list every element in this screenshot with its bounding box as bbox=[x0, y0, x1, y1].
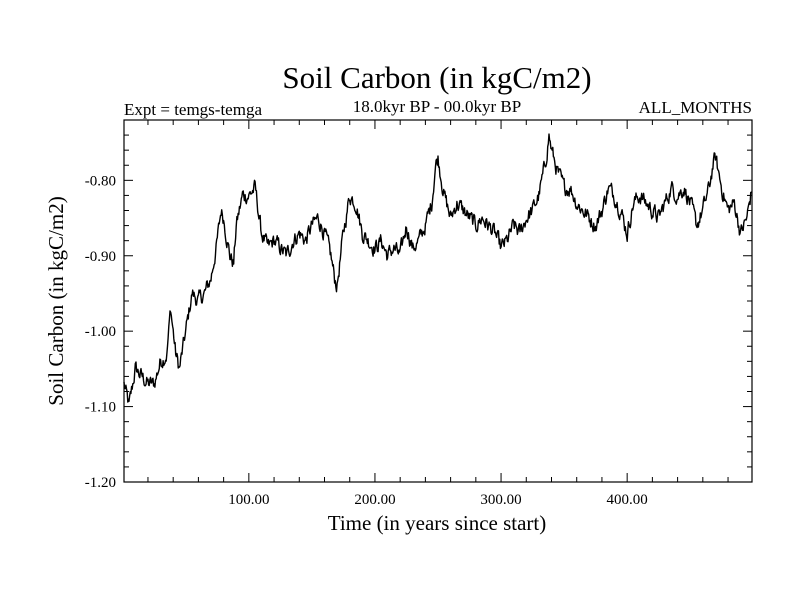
y-tick-label: -1.10 bbox=[85, 400, 116, 416]
x-tick-label: 300.00 bbox=[480, 492, 521, 508]
chart-subtitle: 18.0kyr BP - 00.0kyr BP bbox=[353, 97, 521, 116]
x-tick-label: 200.00 bbox=[354, 492, 395, 508]
axis-ticks bbox=[124, 119, 752, 483]
plot-frame bbox=[123, 119, 753, 483]
y-tick-label: -1.00 bbox=[85, 324, 116, 340]
y-tick-labels: -1.20 -1.10 -1.00 -0.90 -0.80 bbox=[85, 173, 116, 491]
y-tick-label: -0.90 bbox=[85, 249, 116, 265]
y-tick-label: -1.20 bbox=[85, 475, 116, 491]
x-tick-label: 400.00 bbox=[607, 492, 648, 508]
x-axis-label: Time (in years since start) bbox=[328, 511, 547, 535]
x-tick-label: 100.00 bbox=[228, 492, 269, 508]
experiment-label: Expt = temgs-temga bbox=[124, 100, 262, 119]
y-tick-label: -0.80 bbox=[85, 173, 116, 189]
x-tick-labels: 100.00 200.00 300.00 400.00 bbox=[228, 492, 648, 508]
months-label: ALL_MONTHS bbox=[639, 98, 752, 117]
y-axis-label: Soil Carbon (in kgC/m2) bbox=[44, 196, 68, 405]
chart-title: Soil Carbon (in kgC/m2) bbox=[282, 60, 591, 95]
series-line-soil-carbon bbox=[123, 133, 753, 403]
